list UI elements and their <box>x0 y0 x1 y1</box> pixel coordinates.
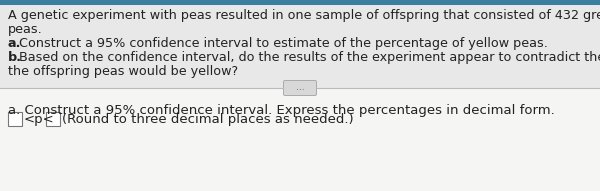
Text: a. Construct a 95% confidence interval. Express the percentages in decimal form.: a. Construct a 95% confidence interval. … <box>8 104 555 117</box>
Bar <box>46 112 60 126</box>
FancyBboxPatch shape <box>284 80 317 96</box>
Text: (Round to three decimal places as needed.): (Round to three decimal places as needed… <box>62 112 353 125</box>
Bar <box>0 88 600 191</box>
Text: the offspring peas would be yellow?: the offspring peas would be yellow? <box>8 65 238 78</box>
Text: Based on the confidence interval, do the results of the experiment appear to con: Based on the confidence interval, do the… <box>19 51 600 64</box>
Bar <box>0 0 600 5</box>
Text: b.: b. <box>8 51 22 64</box>
Text: a.: a. <box>8 37 22 50</box>
Text: A genetic experiment with peas resulted in one sample of offspring that consiste: A genetic experiment with peas resulted … <box>8 9 600 22</box>
Bar <box>8 112 22 126</box>
Text: Construct a 95% confidence interval to estimate of the percentage of yellow peas: Construct a 95% confidence interval to e… <box>19 37 548 50</box>
Text: peas.: peas. <box>8 23 43 36</box>
Text: ...: ... <box>296 83 304 92</box>
Text: <p<: <p< <box>24 112 55 125</box>
